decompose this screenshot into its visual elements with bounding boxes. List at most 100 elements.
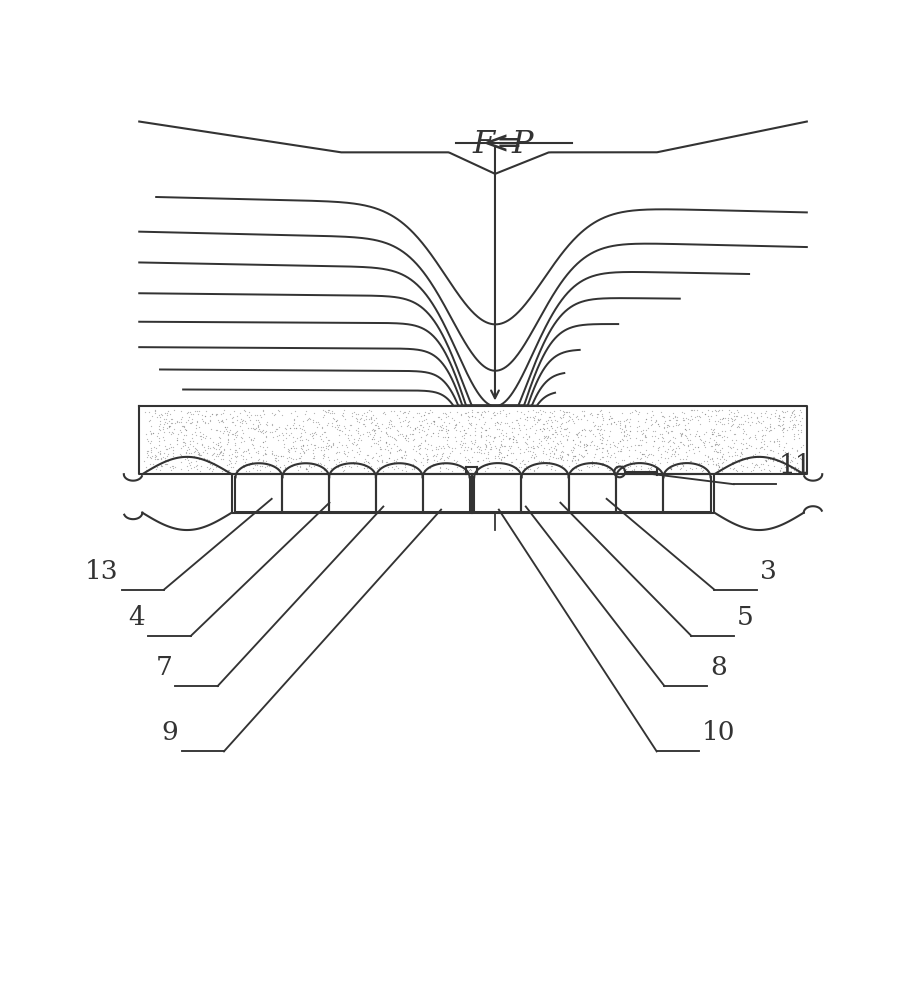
Point <box>368 435 383 451</box>
Point <box>342 458 356 474</box>
Point <box>378 425 393 441</box>
Point <box>730 404 745 420</box>
Point <box>183 404 198 420</box>
Point <box>636 446 651 462</box>
Point <box>629 423 644 439</box>
Point <box>336 408 351 424</box>
Point <box>711 425 725 441</box>
Point <box>212 423 227 439</box>
Point <box>757 433 772 449</box>
Point <box>487 417 502 433</box>
Point <box>502 457 517 473</box>
Point <box>583 434 598 450</box>
Point <box>182 445 197 461</box>
Point <box>375 454 390 470</box>
Point <box>414 454 428 470</box>
Point <box>796 462 810 478</box>
Point <box>252 451 267 467</box>
Point <box>413 440 427 456</box>
Point <box>675 455 689 471</box>
Point <box>416 412 431 428</box>
Point <box>294 441 309 457</box>
Point <box>162 418 176 434</box>
Point <box>759 453 773 469</box>
Point <box>724 440 738 456</box>
Point <box>615 457 629 473</box>
Point <box>562 404 577 420</box>
Point <box>607 437 622 453</box>
Point <box>343 455 358 471</box>
Point <box>634 446 649 462</box>
Point <box>288 440 303 456</box>
Point <box>297 424 312 440</box>
Point <box>766 434 781 450</box>
Point <box>524 449 539 465</box>
Point <box>337 402 352 418</box>
Point <box>474 407 489 423</box>
Point <box>533 411 547 427</box>
Point <box>425 404 439 420</box>
Point <box>629 430 644 446</box>
Point <box>282 442 296 458</box>
Point <box>160 415 174 431</box>
Point <box>218 419 233 435</box>
Point <box>539 430 554 446</box>
Point <box>529 414 544 430</box>
Point <box>554 426 569 442</box>
Point <box>571 446 586 462</box>
Point <box>138 459 153 475</box>
Point <box>702 430 717 446</box>
Point <box>792 407 807 423</box>
Point <box>622 442 637 458</box>
Point <box>640 449 654 465</box>
Point <box>509 459 523 475</box>
Point <box>401 405 415 421</box>
Point <box>521 461 535 477</box>
Point <box>177 418 192 434</box>
Point <box>383 444 398 460</box>
Point <box>392 441 407 457</box>
Point <box>157 445 172 461</box>
Point <box>787 417 802 433</box>
Point <box>591 459 605 475</box>
Point <box>544 458 558 474</box>
Point <box>743 438 758 454</box>
Point <box>192 445 207 461</box>
Point <box>714 449 729 465</box>
Point <box>228 437 243 453</box>
Point <box>668 412 683 428</box>
Point <box>340 448 354 464</box>
Point <box>628 402 642 418</box>
Point <box>384 403 399 419</box>
Point <box>210 446 224 462</box>
Point <box>215 412 230 428</box>
Point <box>146 425 161 441</box>
Point <box>166 460 181 476</box>
Point <box>200 454 215 470</box>
Point <box>299 403 314 419</box>
Point <box>511 459 526 475</box>
Point <box>748 427 762 443</box>
Point <box>268 452 282 468</box>
Point <box>152 445 167 461</box>
Point <box>143 449 158 465</box>
Point <box>430 446 445 462</box>
Point <box>230 427 245 443</box>
Point <box>244 431 258 447</box>
Point <box>269 450 283 466</box>
Point <box>648 459 663 475</box>
Point <box>574 411 589 427</box>
Point <box>426 447 441 463</box>
Point <box>271 461 286 477</box>
Point <box>660 444 675 460</box>
Point <box>482 434 497 450</box>
Point <box>302 410 317 426</box>
Point <box>174 411 189 427</box>
Point <box>643 412 658 428</box>
Point <box>399 432 414 448</box>
Point <box>512 445 527 461</box>
Point <box>366 429 380 445</box>
Point <box>675 457 689 473</box>
Point <box>463 440 478 456</box>
Point <box>145 456 160 472</box>
